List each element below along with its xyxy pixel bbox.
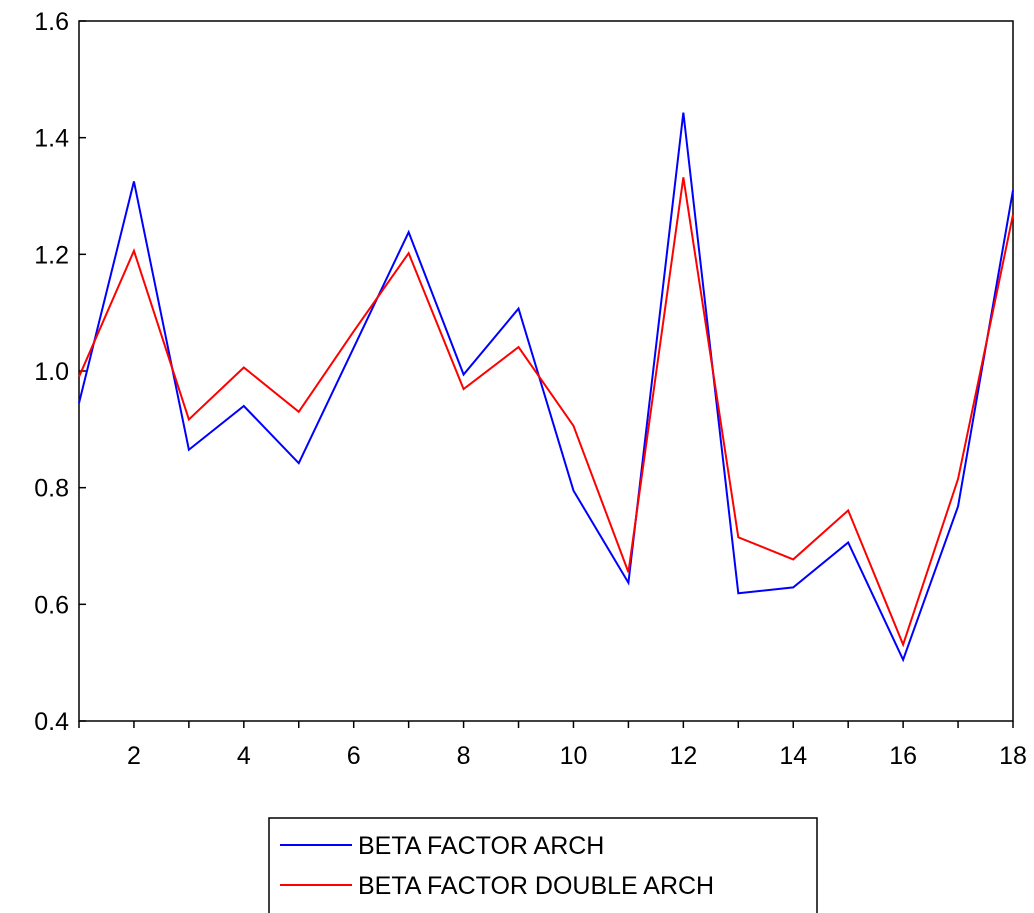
x-tick-label: 16 (889, 742, 917, 770)
y-tick-label: 0.8 (34, 475, 69, 503)
y-tick-label: 1.0 (34, 358, 69, 386)
x-tick-label: 4 (237, 742, 251, 770)
y-tick-label: 1.2 (34, 241, 69, 269)
x-tick-label: 2 (127, 742, 141, 770)
x-tick-label: 8 (457, 742, 471, 770)
y-tick-label: 1.6 (34, 8, 69, 36)
x-axis: 2 4 6 8 10 12 14 16 18 (78, 721, 1027, 770)
legend-label-double-arch: BETA FACTOR DOUBLE ARCH (358, 872, 714, 900)
x-tick-label: 12 (669, 742, 697, 770)
series-line-arch (78, 112, 1014, 663)
legend: BETA FACTOR ARCH BETA FACTOR DOUBLE ARCH (268, 817, 818, 913)
x-tick-label: 14 (779, 742, 807, 770)
y-tick-label: 0.6 (34, 591, 69, 619)
series-lines (78, 112, 1014, 663)
series-line-double-arch (78, 177, 1014, 648)
y-tick-label: 0.4 (34, 708, 69, 736)
y-tick-label: 1.4 (34, 125, 69, 153)
legend-label-arch: BETA FACTOR ARCH (358, 832, 604, 860)
plot-frame (78, 20, 1014, 722)
x-tick-label: 18 (999, 742, 1027, 770)
x-tick-label: 6 (347, 742, 361, 770)
x-tick-label: 10 (560, 742, 588, 770)
legend-box (268, 817, 818, 913)
y-axis: 0.4 0.6 0.8 1.0 1.2 1.4 1.6 (34, 8, 86, 736)
